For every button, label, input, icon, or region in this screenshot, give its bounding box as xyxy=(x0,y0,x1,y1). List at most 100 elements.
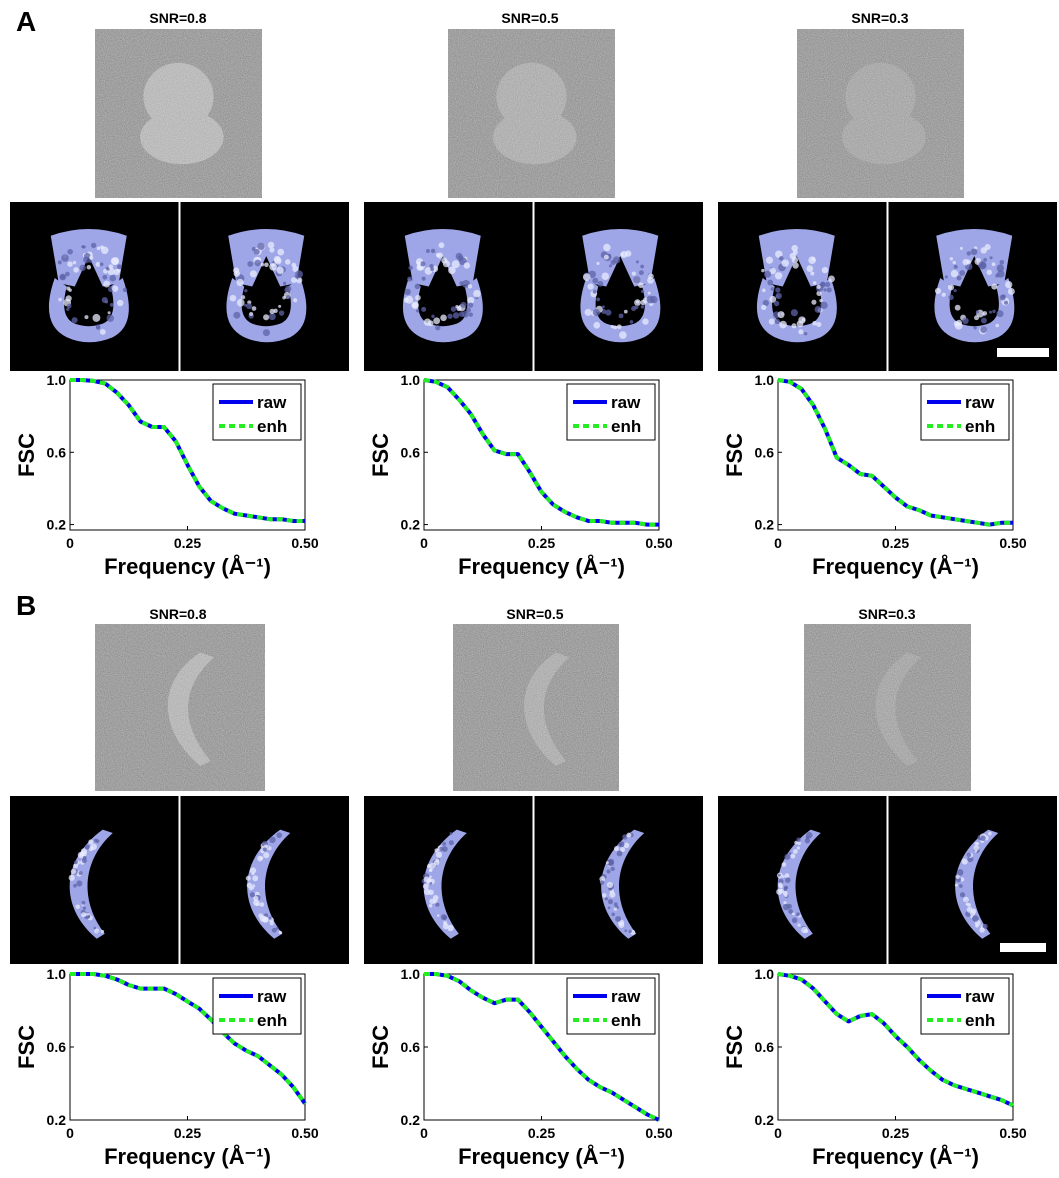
fsc-chart-a2: 0.2 0.6 1.0 0 0.25 0.50 Frequency (Å⁻¹) FSC raw e… xyxy=(364,372,704,588)
y-tick-label: 1.0 xyxy=(755,966,775,982)
x-tick-label: 0 xyxy=(66,535,74,551)
y-tick-label: 0.2 xyxy=(755,517,775,533)
y-tick-label: 1.0 xyxy=(401,966,421,982)
series-line-enh xyxy=(423,378,659,527)
y-tick-label: 1.0 xyxy=(47,372,67,388)
y-tick-label: 0.2 xyxy=(401,1112,421,1128)
legend-label-raw: raw xyxy=(611,987,641,1006)
x-tick-label: 0.50 xyxy=(999,1125,1026,1141)
x-tick-label: 0.50 xyxy=(291,535,318,551)
y-axis-label: FSC xyxy=(368,433,393,477)
x-tick-label: 0.50 xyxy=(645,535,672,551)
legend-box xyxy=(920,977,1010,1035)
y-tick-label: 0.6 xyxy=(755,444,775,460)
series-line-enh xyxy=(70,378,305,523)
density-map-b1-right xyxy=(245,829,291,939)
density-map-b3-left xyxy=(776,829,821,939)
y-axis-label: FSC xyxy=(722,433,747,477)
x-axis-label: Frequency (Å⁻¹) xyxy=(458,1143,625,1169)
y-axis-label: FSC xyxy=(722,1025,747,1069)
scale-bar-a xyxy=(997,348,1049,357)
y-tick-label: 0.6 xyxy=(401,444,421,460)
x-tick-label: 0 xyxy=(420,1125,428,1141)
legend-label-raw: raw xyxy=(257,987,287,1006)
legend-label-enh: enh xyxy=(611,1011,641,1030)
panel-label-a: A xyxy=(16,6,37,37)
snr-title-b3: SNR=0.3 xyxy=(858,606,916,622)
density-map-b2-right xyxy=(599,829,645,939)
density-map-a2-left xyxy=(402,229,483,343)
density-map-a2-right xyxy=(580,229,661,343)
noise-image-b2 xyxy=(453,624,619,791)
y-axis-label: FSC xyxy=(14,1025,39,1069)
legend-label-raw: raw xyxy=(257,393,287,412)
x-axis-label: Frequency (Å⁻¹) xyxy=(104,553,271,579)
y-axis-label: FSC xyxy=(14,433,39,477)
series-line-enh xyxy=(424,972,660,1122)
snr-title-b1: SNR=0.8 xyxy=(149,606,207,622)
series-line-enh xyxy=(777,378,1013,527)
legend-label-enh: enh xyxy=(965,1011,995,1030)
legend-label-enh: enh xyxy=(611,417,641,436)
noise-image-b1 xyxy=(95,624,265,791)
panel-label-b: B xyxy=(16,590,37,621)
reconstruction-pair-a1 xyxy=(10,202,349,371)
snr-title-a2: SNR=0.5 xyxy=(501,10,559,26)
y-tick-label: 0.2 xyxy=(401,517,421,533)
y-tick-label: 0.6 xyxy=(47,1039,67,1055)
fsc-chart-b1: 0.2 0.6 1.0 0 0.25 0.50 Frequency (Å⁻¹) FSC raw e… xyxy=(10,966,350,1178)
legend-box xyxy=(566,383,656,441)
reconstruction-pair-b3 xyxy=(718,796,1057,964)
legend-box xyxy=(566,977,656,1035)
reconstruction-pair-b1 xyxy=(10,796,349,964)
legend-box xyxy=(920,383,1010,441)
snr-title-b2: SNR=0.5 xyxy=(506,606,564,622)
snr-title-a1: SNR=0.8 xyxy=(149,10,207,26)
y-tick-label: 0.2 xyxy=(755,1112,775,1128)
x-tick-label: 0.25 xyxy=(882,535,909,551)
x-axis-label: Frequency (Å⁻¹) xyxy=(458,553,625,579)
density-map-a3-right xyxy=(934,229,1015,343)
legend-label-enh: enh xyxy=(257,417,287,436)
x-tick-label: 0 xyxy=(774,1125,782,1141)
x-tick-label: 0 xyxy=(420,535,428,551)
reconstruction-pair-b2 xyxy=(364,796,703,964)
density-map-b3-right xyxy=(954,829,999,939)
density-map-a3-left xyxy=(756,229,837,343)
fsc-chart-b2: 0.2 0.6 1.0 0 0.25 0.50 Frequency (Å⁻¹) FSC raw e… xyxy=(364,966,704,1178)
density-map-a1-right xyxy=(226,229,307,343)
x-tick-label: 0 xyxy=(66,1125,74,1141)
y-tick-label: 0.2 xyxy=(47,1112,67,1128)
y-tick-label: 1.0 xyxy=(401,372,421,388)
density-map-a1-left xyxy=(48,229,129,343)
noise-image-a1 xyxy=(95,29,262,198)
x-axis-label: Frequency (Å⁻¹) xyxy=(812,553,979,579)
fsc-chart-a1: 0.2 0.6 1.0 0 0.25 0.50 Frequency (Å⁻¹) FSC raw e… xyxy=(10,372,350,588)
x-tick-label: 0.25 xyxy=(174,535,201,551)
legend-label-raw: raw xyxy=(965,393,995,412)
x-axis-label: Frequency (Å⁻¹) xyxy=(104,1143,271,1169)
density-map-b2-left xyxy=(421,829,467,939)
x-tick-label: 0.25 xyxy=(882,1125,909,1141)
noise-image-b3 xyxy=(804,624,971,791)
reconstruction-pair-a3 xyxy=(718,202,1057,371)
scale-bar-b xyxy=(1000,943,1046,952)
y-tick-label: 1.0 xyxy=(47,966,67,982)
x-tick-label: 0 xyxy=(774,535,782,551)
fsc-chart-b3: 0.2 0.6 1.0 0 0.25 0.50 Frequency (Å⁻¹) FSC raw e… xyxy=(718,966,1058,1178)
legend-box xyxy=(212,977,302,1035)
y-tick-label: 0.6 xyxy=(401,1039,421,1055)
x-tick-label: 0.50 xyxy=(999,535,1026,551)
y-tick-label: 0.6 xyxy=(755,1039,775,1055)
density-map-b1-left xyxy=(68,829,113,939)
y-tick-label: 0.6 xyxy=(47,444,67,460)
series-line-enh xyxy=(777,972,1014,1108)
reconstruction-pair-a2 xyxy=(364,202,703,371)
legend-box xyxy=(212,383,302,441)
fsc-chart-a3: 0.2 0.6 1.0 0 0.25 0.50 Frequency (Å⁻¹) FSC raw e… xyxy=(718,372,1058,588)
x-axis-label: Frequency (Å⁻¹) xyxy=(812,1143,979,1169)
legend-label-raw: raw xyxy=(611,393,641,412)
x-tick-label: 0.25 xyxy=(174,1125,201,1141)
x-tick-label: 0.50 xyxy=(645,1125,672,1141)
noise-image-a3 xyxy=(797,29,964,198)
